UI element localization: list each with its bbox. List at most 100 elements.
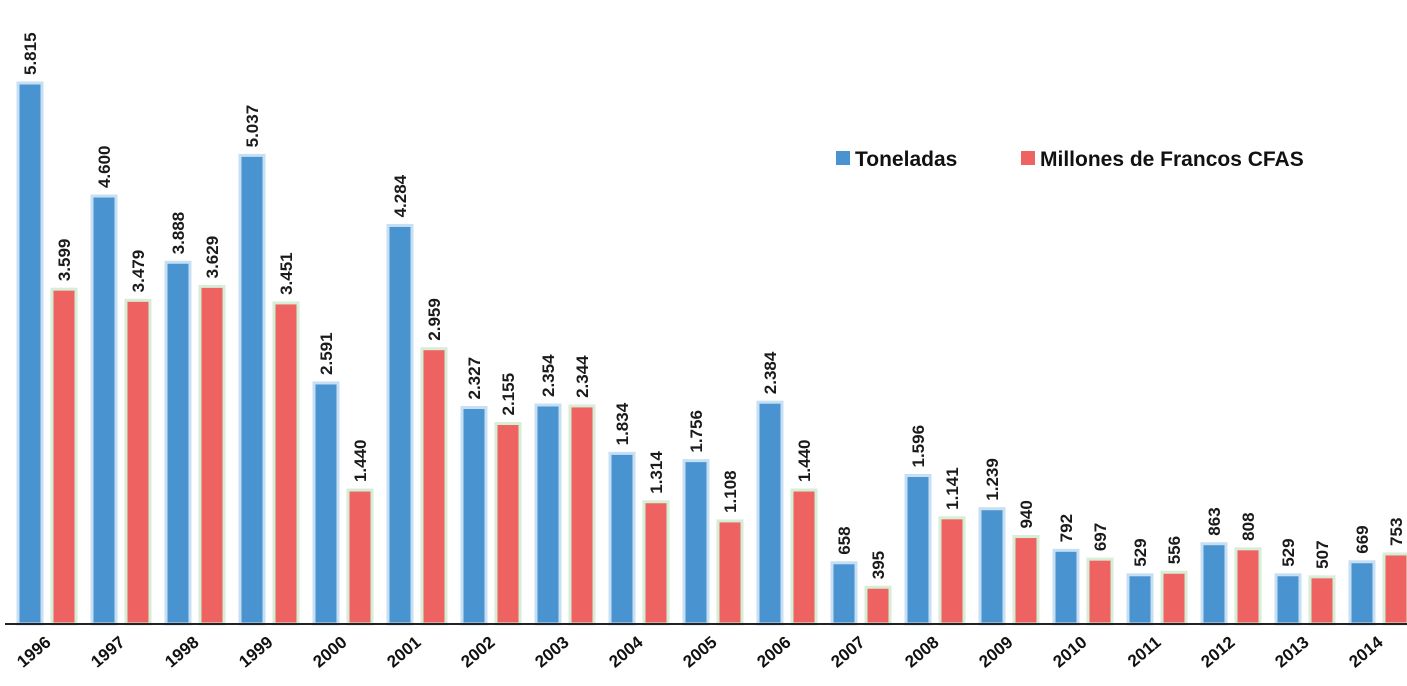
value-label-francos-2012: 808: [1239, 512, 1258, 540]
bar-francos-2007: [864, 585, 892, 626]
value-label-toneladas-2013: 529: [1279, 538, 1298, 566]
bar-francos-2003: [568, 404, 596, 626]
legend-swatch-francos: [1021, 151, 1035, 165]
bar-francos-2009: [1012, 535, 1040, 626]
bar-toneladas-2002: [460, 406, 488, 626]
value-labels-group: 5.815 3.599 4.600 3.479 3.888 3.629 5.037 3.451…: [21, 32, 1406, 579]
value-label-toneladas-1997: 4.600: [95, 145, 114, 188]
year-label-2008: 2008: [901, 633, 942, 672]
value-label-toneladas-2007: 658: [835, 526, 854, 554]
value-label-francos-2004: 1.314: [647, 451, 666, 494]
value-label-toneladas-2004: 1.834: [613, 402, 632, 445]
year-labels-group: 1996 1997 1998 1999 2000 2001 2002 2003 2004 2005…: [13, 632, 1387, 671]
bar-francos-1998: [198, 284, 226, 626]
bar-francos-2002: [494, 422, 522, 626]
bar-toneladas-2014: [1348, 560, 1376, 626]
value-label-toneladas-2002: 2.327: [465, 357, 484, 400]
value-label-toneladas-2001: 4.284: [391, 174, 410, 217]
value-label-francos-2000: 1.440: [351, 439, 370, 482]
bar-toneladas-2003: [534, 403, 562, 626]
legend: Toneladas Millones de Francos CFAS: [836, 148, 1304, 171]
bar-toneladas-2001: [386, 223, 414, 626]
year-label-2003: 2003: [531, 633, 572, 672]
year-label-2011: 2011: [1124, 633, 1164, 671]
bar-toneladas-1996: [16, 81, 44, 626]
value-label-toneladas-1998: 3.888: [169, 212, 188, 255]
value-label-francos-2002: 2.155: [499, 373, 518, 416]
value-label-francos-2007: 395: [869, 551, 888, 579]
year-label-2014: 2014: [1345, 632, 1387, 671]
bar-francos-2001: [420, 347, 448, 626]
value-label-francos-2008: 1.141: [943, 467, 962, 510]
year-label-2013: 2013: [1271, 633, 1312, 672]
bars-group: [16, 81, 1407, 626]
year-label-2005: 2005: [679, 633, 720, 672]
year-label-2002: 2002: [457, 633, 498, 672]
bar-francos-1997: [124, 298, 152, 626]
bar-francos-2006: [790, 488, 818, 626]
value-label-francos-2005: 1.108: [721, 470, 740, 513]
value-label-francos-1999: 3.451: [277, 252, 296, 295]
year-label-2010: 2010: [1049, 633, 1090, 672]
value-label-francos-2014: 753: [1387, 518, 1406, 546]
bar-francos-2012: [1234, 547, 1262, 626]
legend-swatch-toneladas: [836, 151, 850, 165]
bar-francos-1996: [50, 287, 78, 626]
bar-toneladas-2000: [312, 381, 340, 626]
year-label-1996: 1996: [13, 633, 54, 672]
year-label-2001: 2001: [383, 633, 424, 672]
value-label-toneladas-1996: 5.815: [21, 32, 40, 75]
value-label-francos-1997: 3.479: [129, 250, 148, 293]
value-label-toneladas-2011: 529: [1131, 538, 1150, 566]
value-label-toneladas-1999: 5.037: [243, 105, 262, 148]
value-label-francos-2001: 2.959: [425, 298, 444, 341]
bar-toneladas-2009: [978, 507, 1006, 626]
year-label-2000: 2000: [309, 633, 350, 672]
year-label-2006: 2006: [753, 633, 794, 672]
value-label-toneladas-2014: 669: [1353, 525, 1372, 553]
bar-francos-2010: [1086, 557, 1114, 626]
value-label-francos-2006: 1.440: [795, 439, 814, 482]
bar-toneladas-1997: [90, 194, 118, 626]
value-label-toneladas-2000: 2.591: [317, 332, 336, 375]
year-label-2007: 2007: [827, 633, 868, 672]
value-label-francos-1998: 3.629: [203, 236, 222, 279]
year-label-2009: 2009: [975, 633, 1016, 672]
bar-toneladas-2004: [608, 451, 636, 626]
value-label-toneladas-2012: 863: [1205, 507, 1224, 535]
value-label-toneladas-2006: 2.384: [761, 351, 780, 394]
value-label-toneladas-2008: 1.596: [909, 425, 928, 468]
bar-toneladas-2013: [1274, 573, 1302, 626]
value-label-francos-2003: 2.344: [573, 355, 592, 398]
bar-toneladas-2005: [682, 459, 710, 626]
bar-toneladas-1998: [164, 260, 192, 626]
bar-toneladas-2007: [830, 561, 858, 626]
bar-francos-2004: [642, 500, 670, 626]
year-label-1999: 1999: [235, 633, 276, 672]
bar-toneladas-2008: [904, 474, 932, 626]
value-label-francos-1996: 3.599: [55, 239, 74, 282]
value-label-francos-2009: 940: [1017, 500, 1036, 528]
year-label-1998: 1998: [161, 633, 202, 672]
bar-toneladas-2006: [756, 400, 784, 626]
bar-toneladas-1999: [238, 153, 266, 626]
value-label-toneladas-2009: 1.239: [983, 458, 1002, 501]
legend-label-francos: Millones de Francos CFAS: [1040, 148, 1304, 171]
bar-francos-2008: [938, 516, 966, 626]
value-label-toneladas-2003: 2.354: [539, 354, 558, 397]
legend-label-toneladas: Toneladas: [855, 148, 957, 171]
bar-francos-1999: [272, 301, 300, 626]
year-label-2004: 2004: [605, 632, 647, 671]
year-label-2012: 2012: [1197, 633, 1238, 672]
value-label-francos-2011: 556: [1165, 536, 1184, 564]
value-label-toneladas-2005: 1.756: [687, 410, 706, 453]
bar-francos-2011: [1160, 570, 1188, 626]
bar-francos-2000: [346, 488, 374, 626]
bar-toneladas-2012: [1200, 542, 1228, 626]
value-label-francos-2010: 697: [1091, 523, 1110, 551]
value-label-francos-2013: 507: [1313, 540, 1332, 568]
bar-francos-2013: [1308, 575, 1336, 626]
value-label-toneladas-2010: 792: [1057, 514, 1076, 542]
bar-francos-2005: [716, 519, 744, 626]
